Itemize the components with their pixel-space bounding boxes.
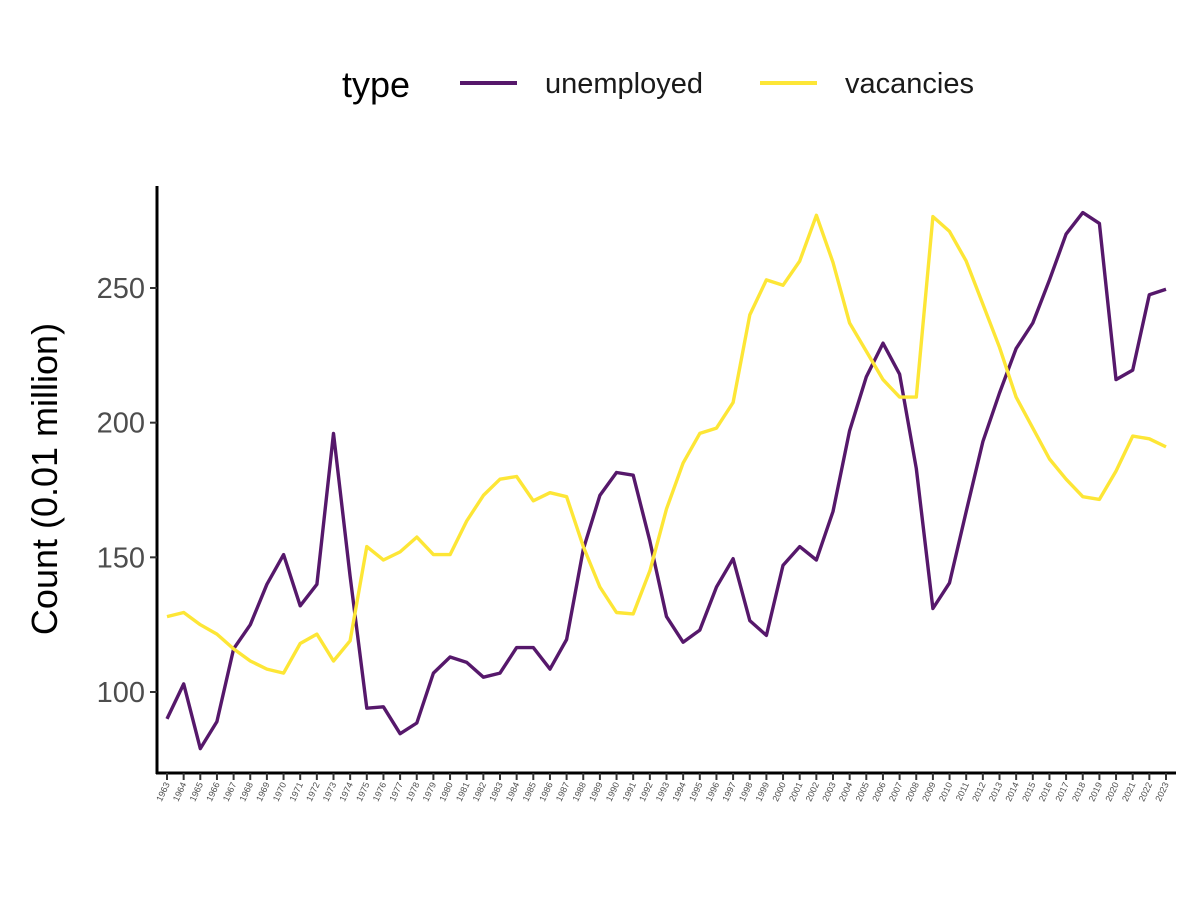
x-tick-label: 1989 [587, 781, 605, 803]
x-tick-label: 1968 [238, 781, 256, 803]
x-tick-label: 1995 [687, 781, 705, 803]
x-tick-label: 1991 [620, 781, 638, 803]
x-tick-label: 1983 [487, 781, 505, 803]
x-tick-label: 1987 [554, 781, 572, 803]
x-tick-label: 1985 [521, 781, 539, 803]
x-tick-label: 2008 [904, 781, 922, 803]
x-tick-label: 1975 [354, 781, 372, 803]
x-tick-label: 1964 [171, 781, 189, 803]
x-tick-label: 1986 [537, 781, 555, 803]
x-tick-label: 1978 [404, 781, 422, 803]
legend-label-unemployed: unemployed [545, 68, 703, 100]
x-tick-label: 2007 [887, 781, 905, 803]
x-tick-label: 1992 [637, 781, 655, 803]
x-tick-label: 1982 [471, 781, 489, 803]
x-tick-label: 1980 [437, 781, 455, 803]
x-tick-label: 2013 [987, 781, 1005, 803]
x-tick-label: 2021 [1120, 781, 1138, 803]
x-tick-label: 1979 [421, 781, 439, 803]
legend-label-vacancies: vacancies [845, 68, 974, 100]
x-tick-label: 2003 [820, 781, 838, 803]
x-tick-label: 2009 [920, 781, 938, 803]
x-tick-label: 1994 [670, 781, 688, 803]
x-tick-label: 2016 [1037, 781, 1055, 803]
x-tick-label: 2014 [1003, 781, 1021, 803]
x-tick-label: 2019 [1087, 781, 1105, 803]
legend: type unemployed vacancies [342, 64, 974, 105]
x-tick-label: 1988 [571, 781, 589, 803]
x-tick-label: 1993 [654, 781, 672, 803]
x-tick-label: 2023 [1153, 781, 1171, 803]
x-tick-label: 1967 [221, 781, 239, 803]
x-tick-label: 2020 [1103, 781, 1121, 803]
plot-area: 100 150 200 250 1963 1964 1965 1966 1967 1968 1969… [97, 186, 1176, 803]
x-tick-label: 1990 [604, 781, 622, 803]
x-tick-label: 1966 [204, 781, 222, 803]
x-tick-label: 2017 [1053, 781, 1071, 803]
x-tick-label: 1977 [387, 781, 405, 803]
x-tick-label: 1972 [304, 781, 322, 803]
legend-title: type [342, 64, 410, 105]
y-tick-label: 200 [97, 408, 145, 440]
series-line-vacancies [166, 213, 1167, 675]
y-tick-label: 250 [97, 273, 145, 305]
series-line-unemployed [165, 210, 1167, 751]
x-tick-label: 1981 [454, 781, 472, 803]
x-tick-label: 2006 [870, 781, 888, 803]
x-tick-label: 2000 [770, 781, 788, 803]
x-tick-label: 1974 [337, 781, 355, 803]
x-tick-label: 1969 [254, 781, 272, 803]
x-tick-label: 2022 [1137, 781, 1155, 803]
x-tick-label: 1970 [271, 781, 289, 803]
x-tick-label: 1976 [371, 781, 389, 803]
y-tick-label: 100 [97, 677, 145, 709]
x-tick-label: 2011 [954, 781, 971, 803]
x-tick-label: 2010 [937, 781, 955, 803]
x-tick-label: 2005 [854, 781, 872, 803]
x-tick-label: 1998 [737, 781, 755, 803]
x-tick-label: 1973 [321, 781, 339, 803]
x-tick-label: 2012 [970, 781, 988, 803]
y-axis-title: Count (0.01 million) [24, 323, 65, 635]
x-tick-label: 1984 [504, 781, 522, 803]
y-tick-label: 150 [97, 542, 145, 574]
x-tick-label: 1999 [754, 781, 772, 803]
x-tick-label: 2004 [837, 781, 855, 803]
x-tick-label: 1971 [287, 781, 305, 803]
x-tick-label: 2001 [787, 781, 805, 803]
x-tick-label: 1996 [704, 781, 722, 803]
x-tick-label: 1997 [720, 781, 738, 803]
x-tick-label: 1965 [188, 781, 206, 803]
x-tick-label: 2015 [1020, 781, 1038, 803]
x-tick-label: 2002 [804, 781, 822, 803]
x-tick-label: 1963 [154, 781, 172, 803]
x-tick-label: 2018 [1070, 781, 1088, 803]
